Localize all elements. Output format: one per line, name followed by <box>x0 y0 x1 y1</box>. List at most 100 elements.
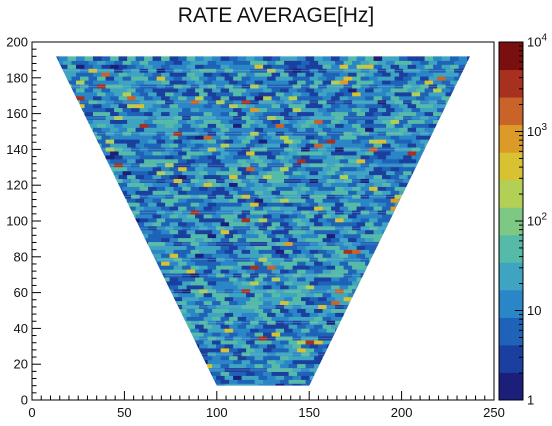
color-scale-segment <box>499 317 523 346</box>
heatmap-cell <box>127 165 137 172</box>
heatmap-cell <box>369 224 379 231</box>
heatmap-cell <box>246 180 256 187</box>
heatmap-cell <box>369 177 379 183</box>
heatmap-cell <box>203 291 213 298</box>
heatmap-cell <box>382 86 392 93</box>
heatmap-cell <box>118 283 128 290</box>
heatmap-cell <box>97 366 106 372</box>
heatmap-cell <box>63 169 72 176</box>
heatmap-cell <box>331 86 341 93</box>
heatmap-cell <box>161 354 171 361</box>
heatmap-cell <box>458 369 468 376</box>
heatmap-cell <box>454 74 464 81</box>
heatmap-cell <box>152 259 162 266</box>
heatmap-cell <box>458 228 468 235</box>
heatmap-cell <box>394 153 404 160</box>
heatmap-cell <box>369 232 379 239</box>
heatmap-cell <box>173 326 183 333</box>
heatmap-cell <box>71 137 81 144</box>
heatmap-cell <box>271 322 281 329</box>
heatmap-cell <box>224 287 234 294</box>
heatmap-cell <box>377 74 387 81</box>
heatmap-cell <box>365 165 375 172</box>
heatmap-cell <box>88 90 98 97</box>
heatmap-cell <box>241 74 251 81</box>
heatmap-cell <box>199 381 209 386</box>
heatmap-cell <box>462 106 470 113</box>
heatmap-cell <box>480 366 489 372</box>
heatmap-cell <box>377 232 387 239</box>
heatmap-cell <box>420 177 430 183</box>
heatmap-cell <box>480 161 489 167</box>
heatmap-cell <box>101 369 111 376</box>
heatmap-cell <box>229 338 239 345</box>
heatmap-cell <box>263 157 273 164</box>
heatmap-cell <box>445 145 455 152</box>
heatmap-cell <box>224 129 234 136</box>
heatmap-cell <box>322 251 332 258</box>
heatmap-cell <box>280 243 290 250</box>
heatmap-cell <box>309 295 319 302</box>
heatmap-cell <box>318 153 328 160</box>
heatmap-cell <box>56 232 64 239</box>
heatmap-cell <box>156 279 166 286</box>
heatmap-cell <box>195 306 205 313</box>
heatmap-cell <box>56 110 60 116</box>
heatmap-cell <box>369 271 379 278</box>
heatmap-cell <box>403 271 413 278</box>
heatmap-cell <box>56 220 60 227</box>
heatmap-cell <box>56 196 60 203</box>
heatmap-cell <box>305 149 315 156</box>
heatmap-cell <box>182 216 192 223</box>
heatmap-cell <box>318 208 328 215</box>
heatmap-cell <box>118 94 128 101</box>
heatmap-cell <box>220 149 230 156</box>
heatmap-cell <box>80 58 89 65</box>
heatmap-cell <box>348 56 358 61</box>
heatmap-cell <box>63 373 72 380</box>
heatmap-cell <box>462 381 470 386</box>
heatmap-cell <box>407 251 417 258</box>
heatmap-cell <box>399 70 409 77</box>
heatmap-cell <box>178 330 188 337</box>
heatmap-cell <box>195 117 205 124</box>
heatmap-cell <box>131 255 141 262</box>
heatmap-cell <box>318 381 328 386</box>
heatmap-cell <box>118 354 128 361</box>
heatmap-cell <box>105 90 115 97</box>
heatmap-cell <box>144 56 154 61</box>
heatmap-cell <box>105 232 115 239</box>
heatmap-cell <box>394 121 404 128</box>
heatmap-cell <box>292 366 302 372</box>
heatmap-cell <box>199 137 209 144</box>
heatmap-cell <box>59 133 68 140</box>
heatmap-cell <box>326 200 336 207</box>
heatmap-cell <box>67 236 77 242</box>
heatmap-cell <box>305 236 315 242</box>
heatmap-cell <box>139 200 149 207</box>
heatmap-cell <box>38 90 47 96</box>
x-tick-label: 50 <box>117 405 131 420</box>
heatmap-cell <box>318 192 328 199</box>
heatmap-cell <box>254 157 264 164</box>
heatmap-cell <box>365 94 375 101</box>
heatmap-cell <box>220 133 230 140</box>
heatmap-cell <box>97 161 106 168</box>
heatmap-cell <box>97 208 106 215</box>
heatmap-cell <box>101 94 111 101</box>
heatmap-cell <box>135 251 145 258</box>
heatmap-cell <box>42 134 51 140</box>
heatmap-cell <box>97 271 106 278</box>
heatmap-cell <box>233 295 243 302</box>
heatmap-cell <box>318 263 328 270</box>
heatmap-cell <box>382 70 392 77</box>
heatmap-cell <box>343 121 353 128</box>
heatmap-cell <box>305 354 315 361</box>
heatmap-cell <box>101 220 111 227</box>
heatmap-cell <box>110 94 120 101</box>
heatmap-cell <box>241 90 251 97</box>
heatmap-cell <box>114 255 124 262</box>
heatmap-cell <box>450 228 460 235</box>
heatmap-cell <box>403 224 413 231</box>
heatmap-cell <box>199 373 209 380</box>
